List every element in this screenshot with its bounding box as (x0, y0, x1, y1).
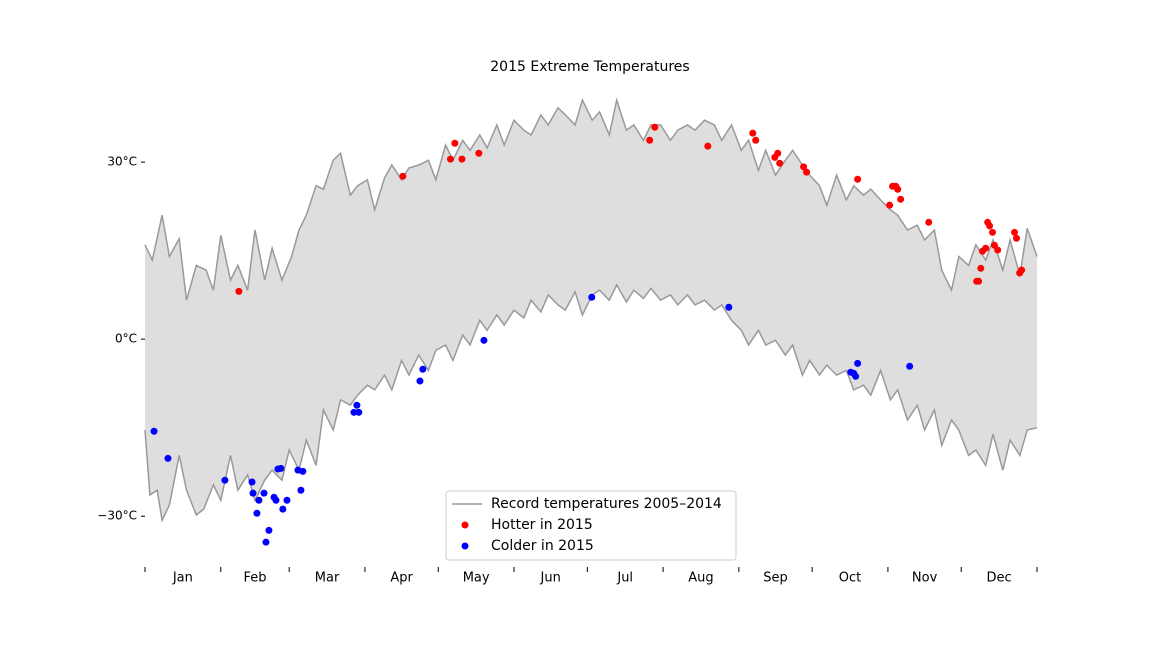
scatter-point (704, 142, 712, 150)
scatter-point (977, 264, 985, 272)
scatter-point (249, 489, 257, 497)
y-tick-label: 30°C (107, 155, 137, 169)
legend-swatch (461, 521, 469, 529)
x-tick-label: Nov (912, 571, 938, 586)
scatter-point (994, 246, 1002, 254)
scatter-point (277, 464, 285, 472)
legend-frame (445, 490, 737, 561)
plot-area (144, 97, 1038, 546)
scatter-point (725, 303, 733, 311)
scatter-point (299, 467, 307, 475)
scatter-point (986, 222, 994, 230)
scatter-point (283, 496, 291, 504)
scatter-point (651, 123, 659, 131)
x-tick-label: Feb (243, 571, 266, 586)
scatter-point (235, 287, 243, 295)
scatter-point (925, 218, 933, 226)
scatter-point (253, 509, 261, 517)
scatter-point (416, 377, 424, 385)
scatter-point (458, 155, 466, 163)
record-low-line (144, 283, 1038, 523)
legend-label: Colder in 2015 (491, 538, 594, 554)
scatter-point (776, 159, 784, 167)
scatter-point (255, 496, 263, 504)
scatter-point (272, 496, 280, 504)
x-tick-label: Oct (839, 571, 861, 586)
y-tick-label: −30°C (97, 509, 137, 523)
scatter-point (800, 163, 808, 171)
x-tick-label: Jul (616, 571, 633, 586)
y-tick-label: 0°C (115, 332, 137, 346)
scatter-point (221, 476, 229, 484)
scatter-point (803, 168, 811, 176)
scatter-point (588, 293, 596, 301)
scatter-point (355, 408, 363, 416)
scatter-point (894, 185, 902, 193)
x-tick-label: Apr (390, 571, 413, 586)
scatter-point (248, 478, 256, 486)
x-tick-label: Jan (172, 571, 193, 586)
scatter-point (989, 228, 997, 236)
x-tick-label: Aug (688, 571, 713, 586)
x-tick-label: Dec (987, 571, 1012, 586)
scatter-point (451, 139, 459, 147)
chart-title: 2015 Extreme Temperatures (490, 59, 689, 75)
scatter-point (897, 195, 905, 203)
scatter-point (350, 408, 358, 416)
scatter-point (353, 401, 361, 409)
scatter-point (854, 175, 862, 183)
scatter-point (1011, 228, 1019, 236)
scatter-point (854, 359, 862, 367)
scatter-point (480, 336, 488, 344)
scatter-point (906, 362, 914, 370)
scatter-point (297, 486, 305, 494)
scatter-point (646, 136, 654, 144)
scatter-point (446, 155, 454, 163)
scatter-point (265, 526, 273, 534)
scatter-point (975, 277, 983, 285)
scatter-point (475, 149, 483, 157)
legend-label: Record temperatures 2005–2014 (491, 496, 722, 512)
scatter-point (279, 505, 287, 513)
scatter-point (774, 149, 782, 157)
scatter-point (150, 427, 158, 435)
scatter-point (164, 454, 172, 462)
legend-swatch (461, 542, 469, 550)
x-tick-label: Mar (315, 571, 340, 586)
x-tick-label: Sep (763, 571, 788, 586)
record-band (145, 100, 1037, 521)
legend-label: Hotter in 2015 (491, 517, 593, 533)
scatter-point (752, 136, 760, 144)
scatter-point (852, 372, 860, 380)
scatter-point (399, 172, 407, 180)
scatter-point (1018, 266, 1026, 274)
x-tick-label: Jun (540, 571, 561, 586)
scatter-point (260, 489, 268, 497)
scatter-point (886, 201, 894, 209)
scatter-point (1012, 234, 1020, 242)
scatter-point (419, 365, 427, 373)
scatter-point (982, 244, 990, 252)
scatter-point (749, 129, 757, 137)
scatter-point (262, 538, 270, 546)
x-tick-label: May (463, 571, 490, 586)
